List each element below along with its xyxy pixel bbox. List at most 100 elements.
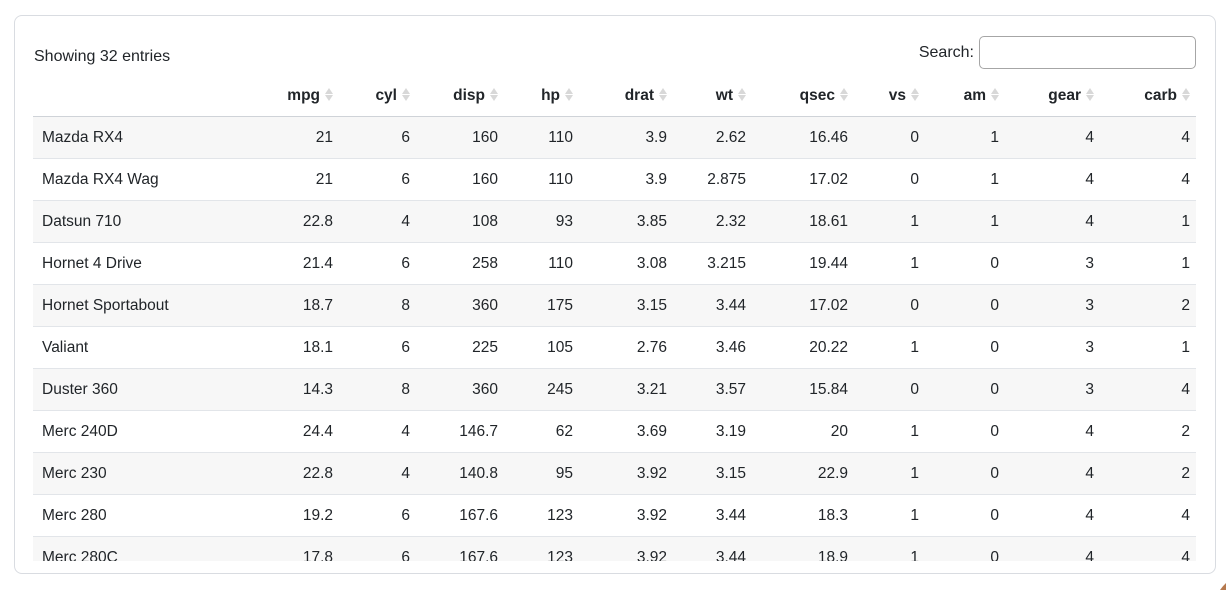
header-row: mpg cyl disp hp drat wt qsec vs am gear carb [33,76,1196,117]
data-cell: 110 [506,158,581,201]
table-row: Valiant 18.1 6 225 105 2.76 3.46 20.22 1 0 3 1 [33,326,1196,369]
data-cell: 6 [341,326,418,369]
data-cell: 4 [1007,494,1102,537]
column-header-hp[interactable]: hp [506,76,581,117]
sort-icon [738,88,746,102]
data-cell: 4 [1102,158,1196,201]
data-cell: 4 [341,452,418,495]
table-row: Hornet 4 Drive 21.4 6 258 110 3.08 3.215 19.44 1… [33,242,1196,285]
data-cell: 3.57 [675,368,754,411]
column-header-wt[interactable]: wt [675,76,754,117]
data-cell: 21 [253,116,341,159]
column-header-label: vs [888,86,906,104]
column-header-gear[interactable]: gear [1007,76,1102,117]
sort-icon [1182,88,1190,102]
data-cell: 1 [927,158,1007,201]
data-cell: 18.7 [253,284,341,327]
data-table: mpg cyl disp hp drat wt qsec vs am gear carb Mazda… [33,76,1196,561]
column-header-mpg[interactable]: mpg [253,76,341,117]
data-cell: 3.9 [581,158,675,201]
data-cell: 0 [856,158,927,201]
data-cell: 4 [1102,368,1196,411]
data-cell: 2 [1102,410,1196,453]
data-cell: 17.8 [253,536,341,561]
data-cell: 0 [927,326,1007,369]
table-row: Merc 280 19.2 6 167.6 123 3.92 3.44 18.3 1 0 4 4 [33,494,1196,537]
row-name-cell: Merc 280 [33,494,253,537]
table-row: Merc 230 22.8 4 140.8 95 3.92 3.15 22.9 1 0 4 2 [33,452,1196,495]
column-header-disp[interactable]: disp [418,76,506,117]
data-cell: 6 [341,494,418,537]
data-cell: 1 [856,536,927,561]
column-header-label: gear [1048,86,1081,104]
column-header-label: wt [715,86,733,104]
data-cell: 3 [1007,326,1102,369]
data-cell: 3.92 [581,494,675,537]
data-cell: 0 [927,452,1007,495]
data-cell: 3.92 [581,452,675,495]
data-cell: 3.44 [675,494,754,537]
column-header-vs[interactable]: vs [856,76,927,117]
table-row: Hornet Sportabout 18.7 8 360 175 3.15 3.44 17.0… [33,284,1196,327]
data-cell: 21.4 [253,242,341,285]
row-name-cell: Merc 280C [33,536,253,561]
sort-icon [1086,88,1094,102]
data-cell: 0 [927,494,1007,537]
data-cell: 2.76 [581,326,675,369]
column-header-am[interactable]: am [927,76,1007,117]
data-cell: 6 [341,158,418,201]
data-cell: 1 [927,200,1007,243]
sort-icon [402,88,410,102]
data-cell: 3.15 [675,452,754,495]
column-header-label: mpg [287,86,320,104]
data-cell: 167.6 [418,494,506,537]
data-cell: 15.84 [754,368,856,411]
row-name-cell: Hornet Sportabout [33,284,253,327]
data-cell: 3.21 [581,368,675,411]
data-cell: 17.02 [754,284,856,327]
data-cell: 1 [856,452,927,495]
row-name-cell: Mazda RX4 Wag [33,158,253,201]
data-cell: 8 [341,284,418,327]
data-cell: 6 [341,536,418,561]
data-cell: 18.3 [754,494,856,537]
column-header-rowname [33,76,253,117]
data-cell: 14.3 [253,368,341,411]
data-cell: 2.875 [675,158,754,201]
data-cell: 245 [506,368,581,411]
data-cell: 8 [341,368,418,411]
search-control: Search: [919,36,1196,69]
column-header-carb[interactable]: carb [1102,76,1196,117]
data-cell: 1 [856,494,927,537]
row-name-cell: Merc 230 [33,452,253,495]
data-cell: 4 [1102,494,1196,537]
data-cell: 110 [506,242,581,285]
data-cell: 22.8 [253,200,341,243]
table-info: Showing 32 entries [34,48,171,65]
data-cell: 1 [1102,326,1196,369]
data-cell: 2.32 [675,200,754,243]
data-cell: 3.46 [675,326,754,369]
data-cell: 123 [506,536,581,561]
column-header-label: qsec [799,86,835,104]
data-cell: 0 [927,410,1007,453]
data-table-card: Showing 32 entries Search: [14,15,1216,574]
search-input[interactable] [979,36,1196,69]
data-cell: 1 [927,116,1007,159]
search-label: Search: [918,43,974,61]
data-cell: 258 [418,242,506,285]
data-cell: 123 [506,494,581,537]
sort-icon [911,88,919,102]
row-name-cell: Merc 240D [33,410,253,453]
column-header-cyl[interactable]: cyl [341,76,418,117]
corner-artifact [1220,583,1226,590]
column-header-drat[interactable]: drat [581,76,675,117]
data-cell: 2.62 [675,116,754,159]
data-cell: 95 [506,452,581,495]
data-cell: 167.6 [418,536,506,561]
data-cell: 105 [506,326,581,369]
column-header-qsec[interactable]: qsec [754,76,856,117]
data-cell: 175 [506,284,581,327]
data-cell: 4 [1007,452,1102,495]
